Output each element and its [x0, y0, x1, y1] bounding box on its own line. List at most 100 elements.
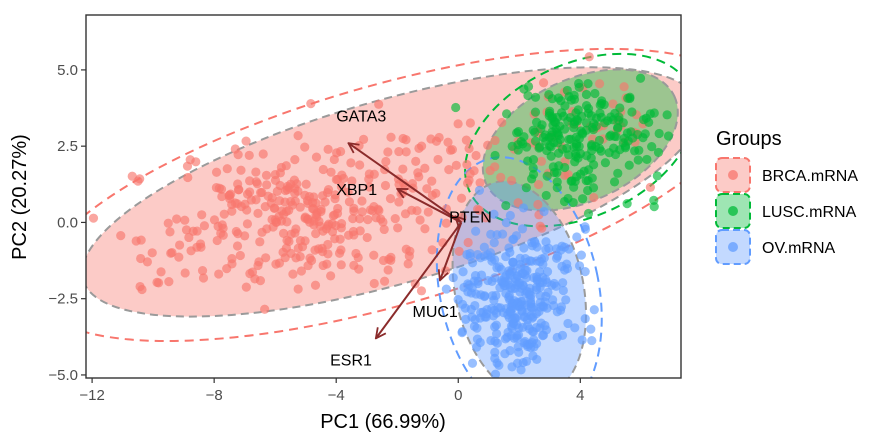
data-point-brcamrna	[344, 197, 355, 207]
data-point-luscmrna	[583, 208, 594, 219]
data-point-ovmrna	[538, 330, 549, 340]
data-point-ovmrna	[539, 206, 549, 217]
data-point-ovmrna	[530, 380, 539, 389]
data-point-brcamrna	[217, 191, 227, 202]
data-point-brcamrna	[235, 250, 245, 261]
data-point-luscmrna	[518, 139, 528, 149]
data-point-brcamrna	[230, 144, 240, 154]
x-tick-label: −4	[328, 387, 345, 404]
y-axis-title: PC2 (20.27%)	[9, 134, 31, 260]
data-point-luscmrna	[534, 143, 544, 153]
data-point-brcamrna	[267, 214, 277, 225]
data-point-brcamrna	[416, 286, 427, 296]
data-point-brcamrna	[497, 117, 507, 128]
data-point-ovmrna	[586, 324, 596, 334]
data-point-ovmrna	[556, 302, 567, 312]
data-point-ovmrna	[470, 315, 480, 325]
data-point-ovmrna	[471, 342, 482, 352]
data-point-ovmrna	[505, 210, 515, 221]
y-tick-label: 5.0	[57, 62, 78, 79]
data-point-brcamrna	[275, 168, 285, 178]
data-point-luscmrna	[572, 172, 582, 182]
data-point-brcamrna	[277, 206, 287, 216]
data-point-brcamrna	[271, 259, 281, 269]
data-point-brcamrna	[401, 135, 411, 145]
data-point-brcamrna	[381, 156, 391, 167]
data-point-ovmrna	[460, 303, 470, 313]
data-point-brcamrna	[465, 169, 475, 179]
loading-label-gata3: GATA3	[336, 109, 386, 126]
data-point-brcamrna	[330, 234, 340, 244]
data-point-brcamrna	[255, 237, 265, 247]
data-point-brcamrna	[251, 177, 261, 187]
data-point-brcamrna	[481, 213, 491, 223]
data-point-brcamrna	[293, 130, 303, 141]
data-point-ovmrna	[539, 253, 549, 263]
data-point-luscmrna	[569, 123, 579, 133]
data-point-brcamrna	[245, 187, 255, 197]
data-point-brcamrna	[290, 155, 300, 165]
data-point-brcamrna	[380, 180, 391, 191]
data-point-luscmrna	[596, 112, 607, 122]
data-point-luscmrna	[562, 85, 572, 96]
data-point-luscmrna	[627, 107, 637, 117]
data-point-brcamrna	[293, 243, 303, 253]
data-point-brcamrna	[326, 271, 336, 281]
data-point-brcamrna	[256, 188, 266, 198]
data-point-brcamrna	[135, 281, 145, 292]
data-point-ovmrna	[494, 360, 504, 370]
data-point-brcamrna	[258, 149, 268, 159]
data-point-brcamrna	[224, 191, 234, 201]
data-point-brcamrna	[198, 273, 209, 283]
data-point-brcamrna	[335, 146, 346, 157]
data-point-ovmrna	[487, 276, 497, 286]
data-point-brcamrna	[379, 224, 389, 235]
data-point-luscmrna	[521, 183, 531, 193]
data-point-luscmrna	[613, 168, 623, 178]
x-axis: −12 −8 −4 0 4	[79, 378, 584, 404]
legend-dot-ovmrna	[728, 242, 738, 252]
data-point-luscmrna	[531, 117, 542, 127]
data-point-ovmrna	[469, 276, 479, 286]
data-point-ovmrna	[574, 261, 585, 271]
data-point-brcamrna	[343, 230, 354, 240]
data-point-brcamrna	[310, 280, 321, 290]
data-point-brcamrna	[594, 79, 605, 89]
data-point-brcamrna	[293, 186, 303, 196]
data-point-brcamrna	[506, 175, 517, 186]
data-point-luscmrna	[542, 171, 552, 181]
sample-points	[88, 52, 674, 389]
data-point-brcamrna	[385, 194, 396, 204]
data-point-brcamrna	[324, 219, 334, 229]
data-point-brcamrna	[209, 215, 220, 225]
data-point-brcamrna	[411, 156, 421, 166]
data-point-brcamrna	[172, 214, 182, 224]
data-point-luscmrna	[583, 103, 594, 114]
data-point-ovmrna	[509, 234, 519, 244]
data-point-brcamrna	[306, 255, 317, 266]
data-point-brcamrna	[180, 215, 190, 225]
data-point-brcamrna	[181, 225, 192, 235]
y-tick-label: −2.5	[48, 291, 78, 308]
data-point-luscmrna	[566, 134, 576, 144]
data-point-ovmrna	[508, 258, 518, 268]
data-point-ovmrna	[563, 318, 573, 329]
data-point-brcamrna	[538, 78, 549, 88]
plot-panel-border	[85, 14, 682, 379]
data-point-brcamrna	[420, 163, 430, 173]
data-point-brcamrna	[443, 137, 453, 147]
data-point-ovmrna	[494, 262, 504, 272]
data-point-ovmrna	[490, 369, 501, 378]
loading-label-xbp1: XBP1	[336, 182, 377, 199]
data-point-brcamrna	[483, 140, 493, 150]
data-point-ovmrna	[529, 272, 539, 283]
data-point-luscmrna	[541, 190, 551, 201]
data-point-brcamrna	[403, 259, 413, 269]
data-point-brcamrna	[280, 197, 290, 207]
data-point-brcamrna	[423, 207, 433, 217]
data-point-luscmrna	[512, 128, 522, 138]
data-point-luscmrna	[594, 135, 605, 145]
data-point-brcamrna	[394, 146, 404, 157]
data-point-brcamrna	[474, 205, 484, 215]
data-point-brcamrna	[362, 232, 372, 243]
